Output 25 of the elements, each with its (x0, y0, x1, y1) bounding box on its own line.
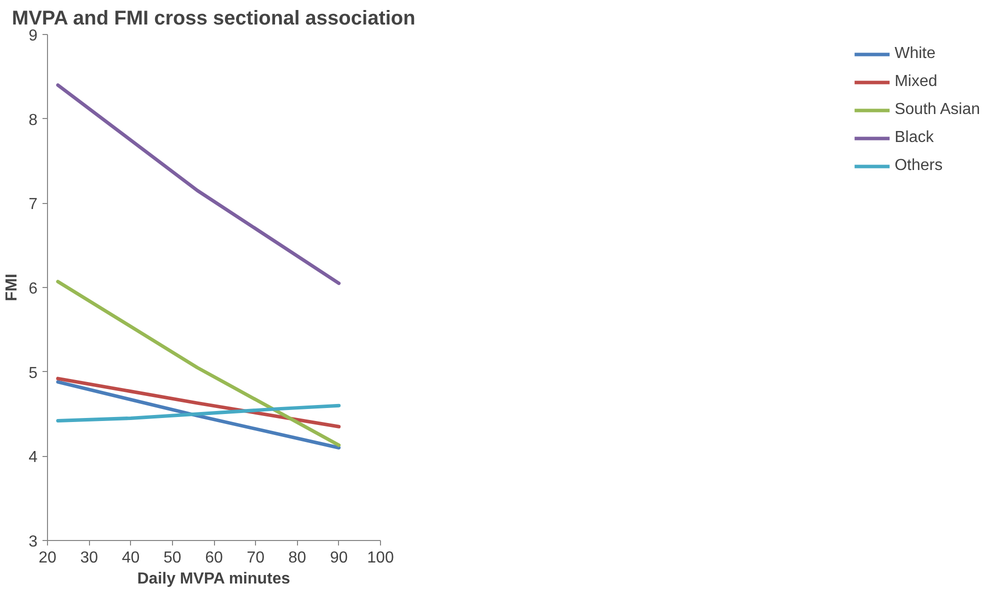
x-axis-title: Daily MVPA minutes (137, 570, 290, 588)
legend-label: Others (894, 157, 943, 175)
legend-label: Black (894, 129, 934, 147)
y-tick-label: 5 (28, 364, 38, 382)
y-axis-title: FMI (4, 274, 21, 302)
x-tick-label: 100 (367, 550, 394, 566)
y-tick-label: 3 (28, 534, 38, 550)
legend-label: South Asian (894, 101, 980, 119)
line-series (56, 404, 341, 422)
x-tick-label: 40 (122, 550, 140, 566)
y-tick-label: 9 (28, 28, 38, 44)
x-tick-label: 30 (80, 550, 98, 566)
x-tick-label: 80 (288, 550, 306, 566)
y-tick-label: 7 (28, 196, 38, 214)
y-tick-label: 6 (28, 280, 38, 298)
y-tick-label: 4 (28, 449, 38, 466)
x-tick-label: 90 (330, 550, 348, 566)
y-tick-label: 8 (28, 112, 38, 129)
legend-label: Mixed (894, 73, 938, 91)
x-tick-label: 20 (38, 550, 56, 566)
x-tick-label: 70 (246, 550, 265, 566)
chart-title: MVPA and FMI cross sectional association (12, 8, 416, 30)
legend-label: White (894, 45, 936, 63)
x-tick-label: 60 (205, 550, 223, 566)
x-tick-label: 50 (163, 550, 182, 566)
